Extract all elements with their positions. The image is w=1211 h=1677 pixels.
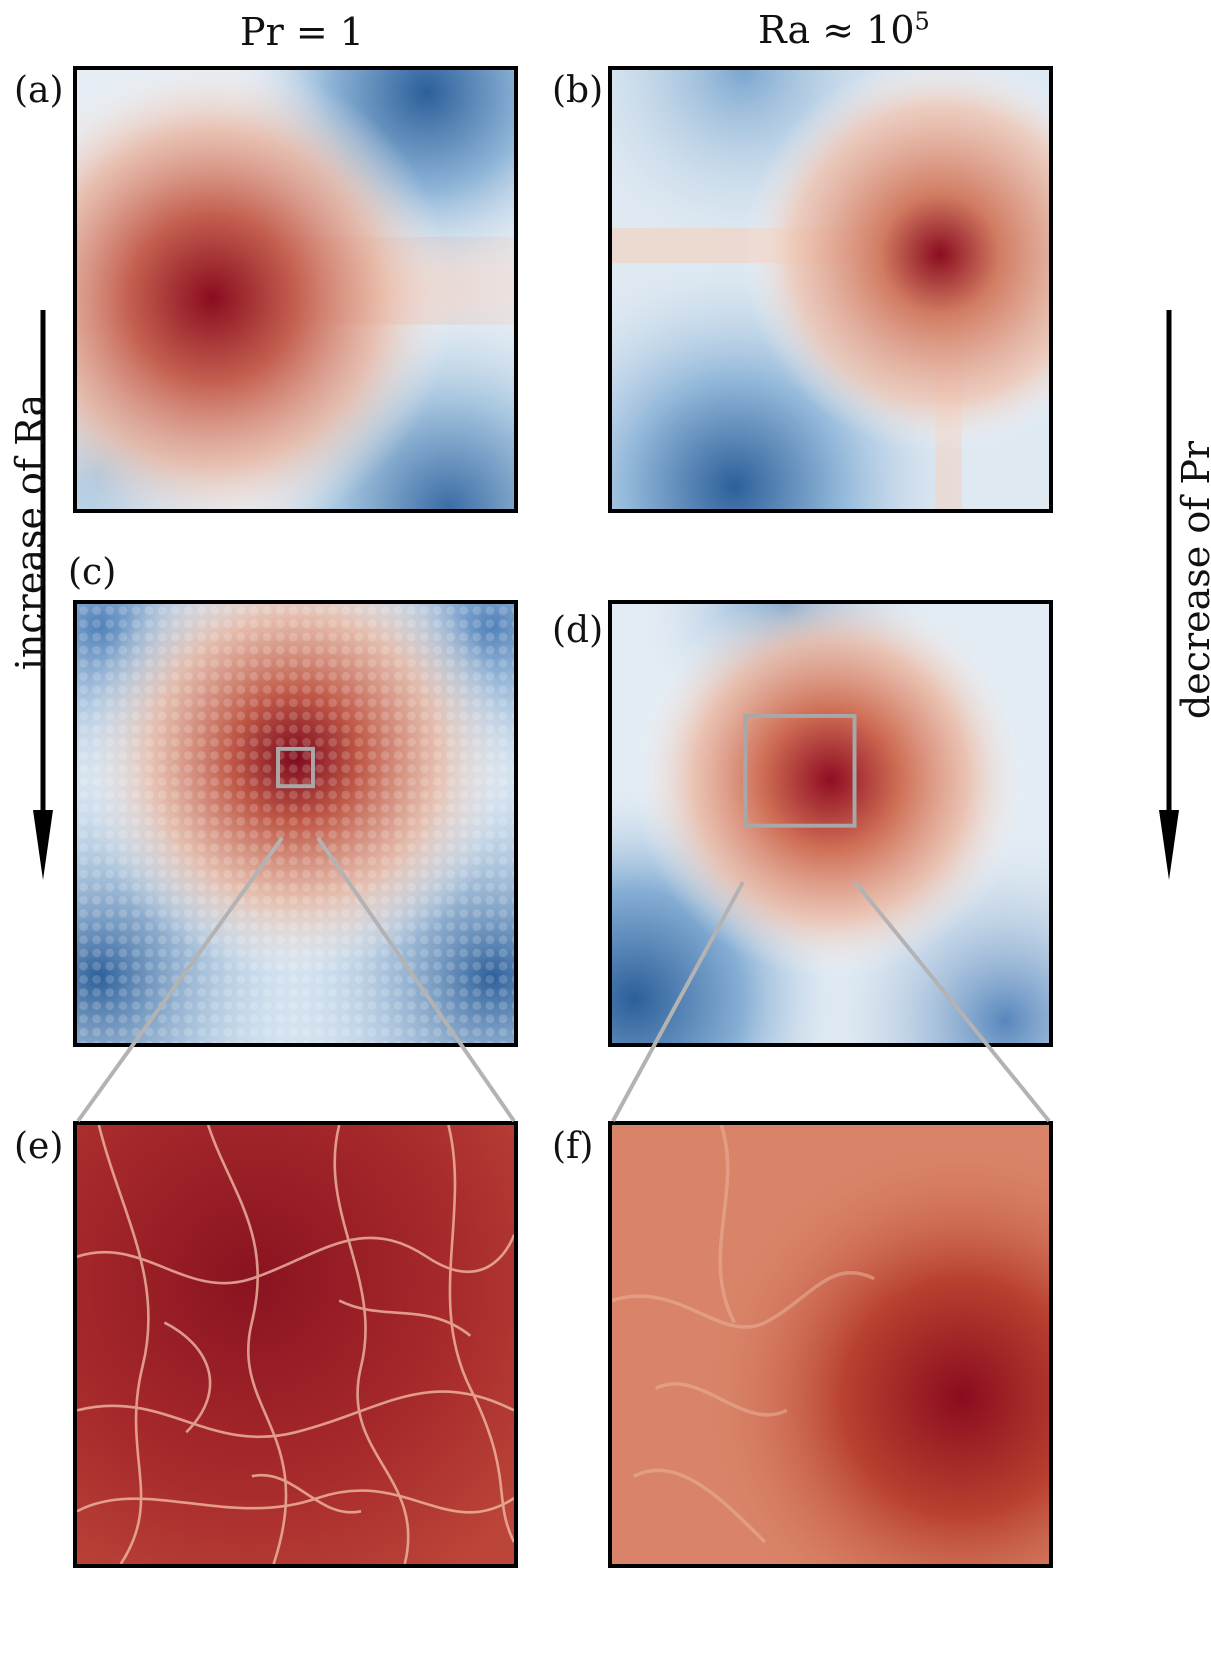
down-arrow-icon [33,310,53,880]
panel-label-c: (c) [68,552,117,593]
panel-c [73,600,518,1047]
zoom-box-c [276,746,315,789]
zoom-box-d [743,713,857,828]
panel-label-a: (a) [14,70,64,111]
left-arrow-label: increase of Ra [8,393,52,671]
column-title-left: Pr = 1 [240,10,364,54]
panel-d [608,600,1053,1047]
column-title-right: Ra ≈ 105 [758,7,930,52]
panel-f [608,1121,1053,1568]
panel-label-f: (f) [552,1126,594,1167]
panel-a [73,66,518,513]
panel-label-e: (e) [14,1126,64,1167]
down-arrow-icon [1159,310,1179,880]
panel-e [73,1121,518,1568]
panel-label-b: (b) [552,70,604,111]
panel-b [608,66,1053,513]
right-arrow-label: decrease of Pr [1174,440,1211,720]
panel-label-d: (d) [552,610,604,651]
